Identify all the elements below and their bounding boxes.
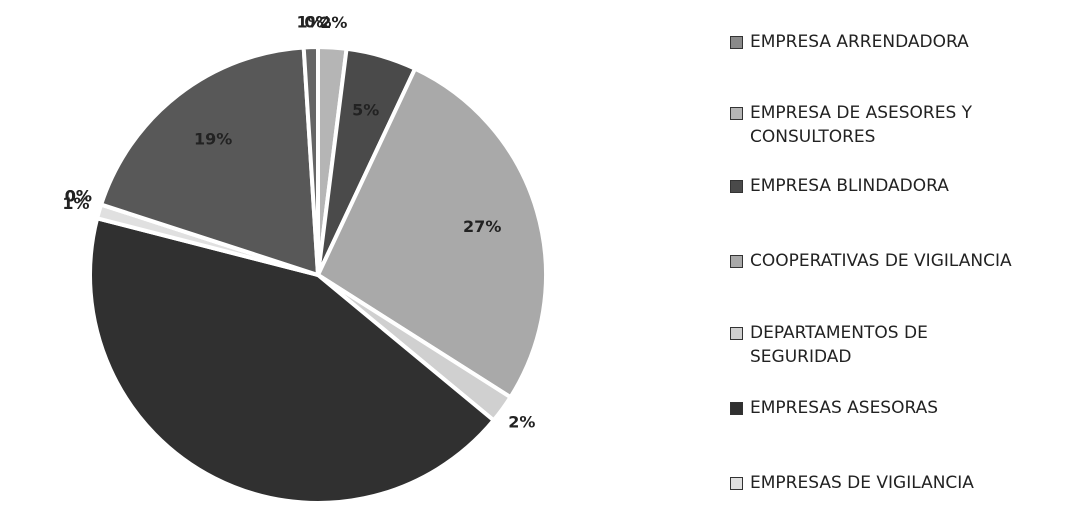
slice — [301, 44, 320, 276]
pie-chart: 0%2%5%27%2%1%0%0%19%1% — [62, 13, 548, 505]
data-label: 5% — [352, 100, 379, 119]
legend-item: EMPRESA BLINDADORA — [730, 174, 1030, 198]
legend-swatch — [730, 327, 743, 340]
legend-swatch — [730, 477, 743, 490]
slice — [88, 215, 497, 505]
legend-label: EMPRESA ARRENDADORA — [750, 32, 969, 52]
legend-swatch — [730, 36, 743, 49]
legend-label: COOPERATIVAS DE VIGILANCIA — [750, 251, 1012, 271]
legend-swatch — [730, 107, 743, 120]
slice — [315, 66, 548, 400]
legend-swatch — [730, 180, 743, 193]
legend-item: DEPARTAMENTOS DE SEGURIDAD — [730, 321, 1030, 369]
legend-label: EMPRESAS DE VIGILANCIA — [750, 473, 974, 493]
legend-swatch — [730, 402, 743, 415]
data-label: 0% — [65, 187, 92, 206]
legend-item: EMPRESAS DE VIGILANCIA — [730, 471, 1030, 495]
legend-swatch — [730, 255, 743, 268]
legend-label: DEPARTAMENTOS DE SEGURIDAD — [750, 323, 928, 367]
data-label: 0% — [65, 187, 92, 206]
data-label: 1% — [296, 13, 323, 32]
data-label: 27% — [463, 217, 501, 236]
legend-label: EMPRESA BLINDADORA — [750, 176, 949, 196]
legend-item: COOPERATIVAS DE VIGILANCIA — [730, 249, 1030, 273]
data-label: 0% — [304, 13, 331, 32]
legend-item: EMPRESAS ASESORAS — [730, 396, 1030, 420]
data-label: 2% — [508, 413, 535, 432]
legend-item: EMPRESA ARRENDADORA — [730, 30, 1030, 54]
slice — [98, 45, 321, 278]
data-label: 2% — [320, 13, 347, 32]
data-label: 19% — [194, 129, 232, 148]
legend-label: EMPRESA DE ASESORES Y CONSULTORES — [750, 103, 973, 147]
data-label: 1% — [62, 194, 89, 213]
legend-label: EMPRESAS ASESORAS — [750, 398, 939, 418]
legend-item: EMPRESA DE ASESORES Y CONSULTORES — [730, 101, 1030, 149]
